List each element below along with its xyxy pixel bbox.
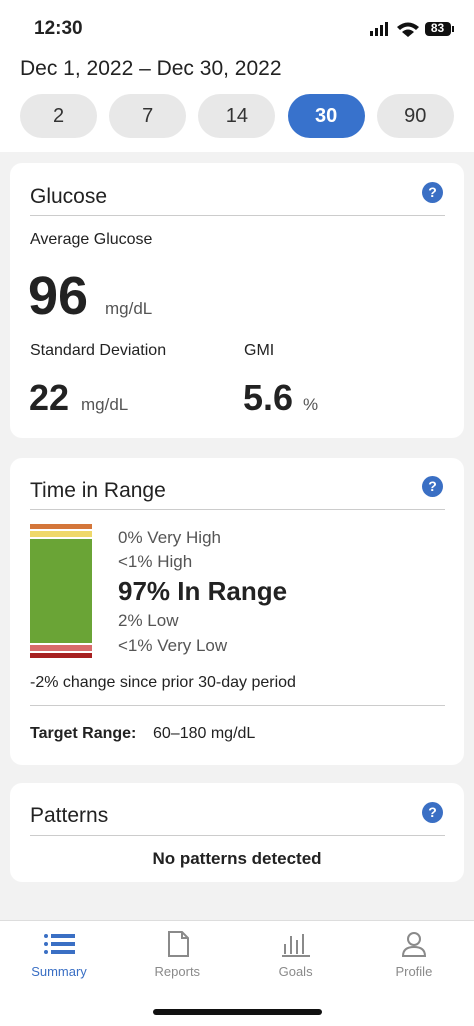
change-note: -2% change since prior 30-day period xyxy=(30,674,296,691)
label: Average Glucose xyxy=(30,231,153,248)
unit: mg/dL xyxy=(105,299,153,318)
target-value: 60–180 mg/dL xyxy=(153,725,256,742)
tab-bar xyxy=(0,920,474,1026)
divider xyxy=(30,705,445,706)
divider xyxy=(30,509,445,510)
tab-item[interactable]: Goals xyxy=(278,964,313,979)
home-indicator xyxy=(153,1009,322,1015)
card-title: Time in Range xyxy=(30,479,166,502)
range-option[interactable]: 7 xyxy=(109,94,187,138)
card-title: Patterns xyxy=(30,804,109,827)
range-option[interactable]: 2 xyxy=(20,94,97,138)
status-icons xyxy=(370,22,454,37)
label: GMI xyxy=(244,342,275,359)
range-option[interactable]: 90 xyxy=(376,94,454,138)
date-range: Dec 1, 2022 – Dec 30, 2022 xyxy=(20,57,282,80)
range-bar xyxy=(30,524,92,658)
patterns-message: No patterns detected xyxy=(152,849,322,868)
tab-icons xyxy=(44,931,427,957)
range-option[interactable]: 30 xyxy=(287,94,365,138)
range-option[interactable]: 14 xyxy=(198,94,276,138)
help-button[interactable]: ? xyxy=(422,802,443,823)
tab-item[interactable]: Profile xyxy=(395,964,433,979)
divider xyxy=(30,835,445,836)
target-label: Target Range: xyxy=(30,725,137,742)
help-button[interactable]: ? xyxy=(422,476,443,497)
glucose-card: Glucose ? Average Glucose 96 mg/dL Stand… xyxy=(10,163,464,438)
unit: mg/dL xyxy=(81,395,129,414)
tab-item[interactable]: Reports xyxy=(154,964,201,979)
unit: % xyxy=(303,395,319,414)
range-item: <1% High xyxy=(118,552,193,571)
average-value: 96 xyxy=(28,266,89,326)
patterns-card: Patterns ? No patterns detected xyxy=(10,783,464,882)
time-in-range-card: Time in Range ? 0% Very High <1% High 97… xyxy=(10,458,464,765)
status-time: 12:30 xyxy=(34,18,83,39)
range-item: 97% In Range xyxy=(118,576,288,606)
range-item: 0% Very High xyxy=(118,528,221,547)
divider xyxy=(30,215,445,216)
range-item: <1% Very Low xyxy=(118,636,228,655)
gmi-value: 5.6 xyxy=(243,377,294,418)
sd-value: 22 xyxy=(29,377,70,418)
card-title: Glucose xyxy=(30,185,108,208)
battery-level: 83 xyxy=(430,21,445,35)
label: Standard Deviation xyxy=(30,342,167,359)
help-button[interactable]: ? xyxy=(422,182,443,203)
range-item: 2% Low xyxy=(118,611,179,630)
tab-item[interactable]: Summary xyxy=(31,964,87,979)
